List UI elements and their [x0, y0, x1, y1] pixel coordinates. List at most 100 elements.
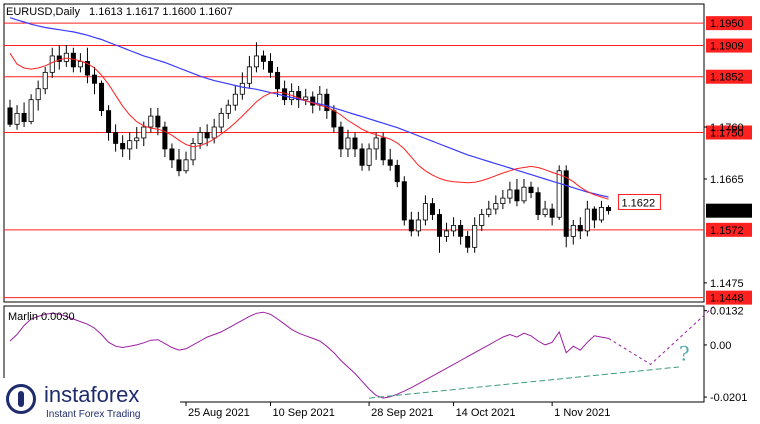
candle-body — [99, 82, 105, 112]
time-tick-label: 25 Aug 2021 — [188, 407, 250, 419]
candles — [7, 42, 611, 253]
level-label: 1.1750 — [710, 127, 744, 139]
time-tick-label: 14 Oct 2021 — [456, 407, 516, 419]
candle-body — [56, 55, 62, 62]
time-tick-label: 10 Sep 2021 — [273, 407, 335, 419]
candle-body — [387, 159, 393, 166]
brand-name: instaforex — [44, 382, 140, 407]
candle-body — [63, 52, 69, 62]
symbol-label: EURUSD,Daily — [6, 6, 80, 18]
candle-body — [500, 197, 506, 204]
candle-body — [225, 104, 231, 114]
candle-body — [521, 186, 527, 202]
candle-body — [486, 208, 492, 215]
level-label-bg — [706, 290, 752, 305]
brand-logo: instaforex Instant Forex Trading — [0, 378, 180, 424]
candle-body — [380, 137, 386, 161]
candle-body — [331, 110, 337, 128]
candle-body — [275, 71, 281, 90]
oscillator-line — [9, 311, 609, 399]
candle-body — [479, 214, 485, 226]
candle-body — [429, 203, 435, 215]
candle-body — [444, 230, 450, 237]
level-label-bg — [706, 222, 752, 237]
candle-body — [141, 126, 147, 139]
candle-body — [577, 225, 583, 232]
current-price-label: 1.1607 — [710, 206, 744, 218]
candle-body — [528, 186, 534, 194]
candle-body — [352, 137, 358, 150]
ohlc-values: 1.1613 1.1617 1.1600 1.1607 — [89, 6, 233, 18]
candle-body — [7, 107, 13, 125]
candle-body — [267, 61, 274, 73]
level-label: 1.1572 — [710, 225, 744, 237]
candle-body — [465, 235, 471, 248]
candle-body — [535, 192, 541, 215]
candle-body — [91, 74, 98, 84]
candle-body — [549, 208, 555, 218]
candle-body — [162, 126, 168, 150]
candle-body — [106, 110, 112, 133]
price-tick-label: 1.1665 — [710, 174, 744, 186]
chart-header: EURUSD,Daily 1.1613 1.1617 1.1600 1.1607 — [6, 6, 233, 18]
candle-body — [239, 82, 245, 95]
candle-body — [49, 55, 55, 73]
annotation-label: 1.1622 — [621, 197, 655, 209]
oscillator-tick-label: -0.0201 — [710, 392, 747, 404]
candle-body — [253, 55, 259, 68]
price-tick-label: 1.1760 — [710, 122, 744, 134]
candle-body — [211, 126, 217, 139]
candle-body — [197, 132, 203, 144]
candle-body — [127, 140, 133, 150]
candle-body — [584, 208, 590, 232]
candle-body — [345, 137, 351, 150]
candle-body — [324, 93, 330, 112]
candle-body — [183, 159, 189, 172]
time-tick-label: 1 Nov 2021 — [554, 407, 610, 419]
oscillator-title: Marlin 0.0030 — [8, 311, 75, 323]
main-chart-area — [3, 3, 705, 403]
candle-body — [436, 214, 443, 237]
candle-body — [415, 219, 421, 232]
price-tick-label: 1.1475 — [710, 278, 744, 290]
candle-body — [148, 115, 154, 128]
candle-body — [472, 225, 478, 248]
oscillator-trendline — [369, 366, 679, 399]
candle-body — [218, 112, 224, 128]
candle-body — [514, 189, 520, 202]
candle-body — [21, 112, 27, 122]
question-mark: ? — [679, 341, 690, 365]
level-label: 1.1448 — [710, 293, 744, 305]
candle-body — [169, 148, 175, 161]
level-label-bg — [706, 69, 752, 84]
level-label: 1.1909 — [710, 41, 744, 53]
oscillator-tick-label: 0.0132 — [710, 306, 744, 318]
candle-body — [570, 225, 576, 237]
candle-body — [422, 203, 428, 221]
candle-body — [204, 132, 210, 139]
candle-body — [134, 137, 140, 142]
candle-body — [542, 208, 548, 215]
candle-body — [176, 159, 182, 172]
candle-body — [359, 148, 365, 166]
level-label-bg — [706, 16, 752, 31]
candle-body — [394, 164, 400, 183]
horizontal-levels: 1.1950 1.1909 1.1852 1.1750 1.1572 1.1448 — [4, 16, 752, 305]
candle-body — [451, 225, 457, 232]
oscillator-tick-label: 0.00 — [710, 340, 731, 352]
candle-body — [401, 181, 407, 221]
candle-body — [493, 203, 499, 210]
candle-body — [113, 132, 119, 144]
candle-body — [563, 170, 569, 237]
candle-body — [338, 126, 344, 150]
candle-body — [28, 99, 34, 122]
candle-body — [84, 61, 90, 76]
level-label: 1.1852 — [710, 72, 744, 84]
candle-body — [77, 61, 83, 68]
level-label-bg — [706, 125, 752, 140]
candle-body — [507, 189, 513, 199]
candle-body — [42, 71, 48, 90]
candle-body — [260, 55, 266, 62]
